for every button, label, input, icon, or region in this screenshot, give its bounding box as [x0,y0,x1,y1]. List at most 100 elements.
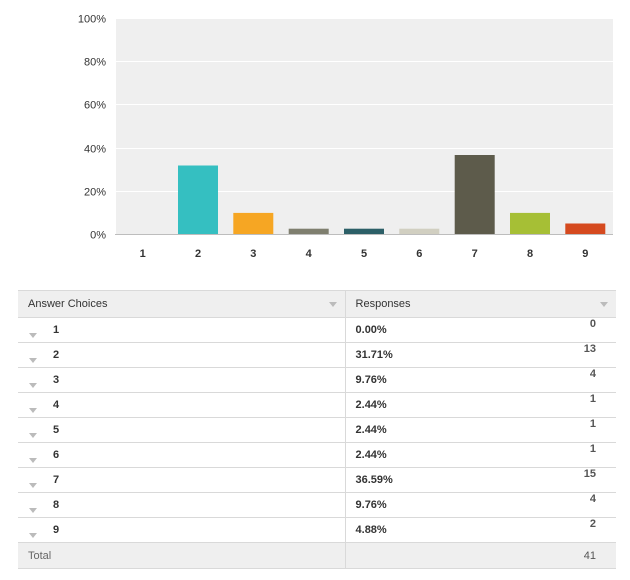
responses-header[interactable]: Responses [345,290,616,318]
table-row: 2 31.71% 13 [18,342,616,368]
response-count: 1 [589,443,596,455]
total-row: Total 41 [18,542,616,569]
response-cell: 0.00% 0 [345,317,616,343]
response-count: 13 [583,343,596,355]
answer-choices-header[interactable]: Answer Choices [18,290,346,318]
answer-choice-cell: 5 [18,417,346,443]
response-percent: 9.76% [355,499,387,511]
bar-9[interactable] [565,223,606,235]
x-tick-label: 1 [140,248,146,260]
response-count: 4 [589,368,596,380]
response-cell: 2.44% 1 [345,417,616,443]
expand-caret-icon[interactable] [29,333,37,338]
total-count-cell: 41 [345,542,616,569]
bar-6[interactable] [399,228,440,234]
x-axis-ticks: 1 2 3 4 5 6 7 8 9 [140,248,589,260]
table-row: 1 0.00% 0 [18,317,616,343]
table-row: 9 4.88% 2 [18,517,616,543]
expand-caret-icon[interactable] [29,483,37,488]
x-tick-label: 9 [582,248,588,260]
answer-choice-label: 8 [53,499,60,511]
answer-choice-label: 2 [53,349,60,361]
response-percent: 36.59% [355,474,393,486]
response-percent: 0.00% [355,324,387,336]
response-count: 15 [583,468,596,480]
response-count: 0 [589,318,596,330]
answer-choice-label: 5 [53,424,60,436]
bar-2[interactable] [178,165,218,235]
y-tick-label: 20% [84,187,106,199]
response-percent: 2.44% [355,424,387,436]
expand-caret-icon[interactable] [29,458,37,463]
bar-5[interactable] [344,228,384,234]
response-percent: 4.88% [355,524,387,536]
answer-choice-label: 4 [53,399,60,411]
answer-choice-cell: 7 [18,467,346,493]
response-cell: 36.59% 15 [345,467,616,493]
answer-choice-cell: 6 [18,442,346,468]
response-cell: 4.88% 2 [345,517,616,543]
responses-table: Answer Choices Responses 1 0.00% 0 2 31.71% 1… [18,290,616,569]
table-row: 4 2.44% 1 [18,392,616,418]
responses-header-label: Responses [355,298,411,310]
response-cell: 2.44% 1 [345,442,616,468]
table-row: 8 9.76% 4 [18,492,616,518]
y-tick-label: 0% [90,230,106,242]
response-count: 1 [589,393,596,405]
expand-caret-icon[interactable] [29,533,37,538]
answer-choices-header-label: Answer Choices [28,298,108,310]
x-tick-label: 6 [416,248,422,260]
answer-choice-cell: 8 [18,492,346,518]
answer-choice-label: 7 [53,474,60,486]
y-tick-label: 100% [78,14,106,26]
table-row: 6 2.44% 1 [18,442,616,468]
response-percent: 2.44% [355,399,387,411]
answer-choice-label: 6 [53,449,60,461]
answer-choice-label: 9 [53,524,60,536]
y-axis-ticks: 0% 20% 40% 60% 80% 100% [78,14,106,242]
y-tick-label: 40% [84,144,106,156]
expand-caret-icon[interactable] [29,508,37,513]
response-percent: 9.76% [355,374,387,386]
bar-8[interactable] [510,212,550,234]
bar-3[interactable] [233,212,274,234]
bar-4[interactable] [288,228,329,234]
total-count: 41 [583,549,596,562]
answer-choice-cell: 4 [18,392,346,418]
y-tick-label: 80% [84,57,106,69]
x-tick-label: 2 [195,248,201,260]
response-percent: 2.44% [355,449,387,461]
answer-choice-cell: 3 [18,367,346,393]
x-tick-label: 3 [250,248,256,260]
answer-choice-label: 3 [53,374,60,386]
x-tick-label: 8 [527,248,533,260]
x-tick-label: 5 [361,248,367,260]
response-cell: 2.44% 1 [345,392,616,418]
expand-caret-icon[interactable] [29,408,37,413]
answer-choice-label: 1 [53,324,60,336]
sort-arrow-icon[interactable] [328,302,337,307]
table-header-row: Answer Choices Responses [18,290,616,318]
answer-choice-cell: 2 [18,342,346,368]
answer-choice-cell: 1 [18,317,346,343]
response-count: 2 [589,518,596,530]
x-tick-label: 4 [306,248,313,260]
answer-choice-cell: 9 [18,517,346,543]
x-tick-label: 7 [472,248,478,260]
table-row: 7 36.59% 15 [18,467,616,493]
response-count: 4 [589,493,596,505]
sort-arrow-icon[interactable] [600,302,608,307]
bar-7[interactable] [454,155,495,234]
response-cell: 31.71% 13 [345,342,616,368]
table-row: 3 9.76% 4 [18,367,616,393]
response-count: 1 [589,418,596,430]
response-cell: 9.76% 4 [345,367,616,393]
response-percent: 31.71% [355,349,393,361]
total-label: Total [18,542,346,569]
bar-chart: 0% 20% 40% 60% 80% 100% 1 2 3 4 5 6 7 8 9 [78,14,613,260]
expand-caret-icon[interactable] [29,383,37,388]
table-row: 5 2.44% 1 [18,417,616,443]
expand-caret-icon[interactable] [29,358,37,363]
expand-caret-icon[interactable] [29,433,37,438]
bars [178,155,606,235]
